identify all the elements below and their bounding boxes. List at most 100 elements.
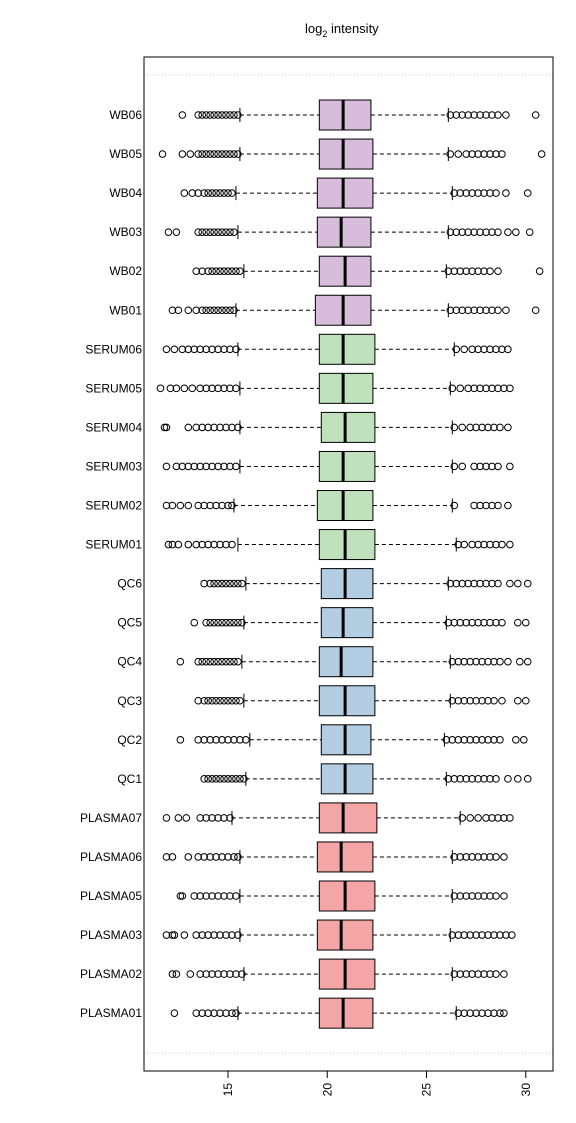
outlier-point: [216, 189, 224, 197]
outlier-point: [460, 736, 469, 744]
outlier-point: [230, 657, 238, 666]
outlier-point: [184, 462, 193, 471]
outlier-point: [470, 306, 478, 315]
outlier-point: [482, 306, 490, 315]
outlier-point: [232, 892, 240, 900]
outlier-point: [460, 345, 469, 354]
outlier-point: [212, 696, 220, 705]
outlier-point: [442, 736, 451, 744]
outlier-point: [514, 696, 522, 705]
outlier-point: [164, 540, 173, 549]
x-tick-label: 15: [221, 1083, 235, 1097]
outlier-point: [498, 618, 506, 627]
outlier-point: [206, 306, 214, 315]
outlier-point: [196, 462, 205, 471]
box-serum03: [162, 450, 514, 482]
outlier-point: [480, 345, 488, 354]
outlier-point: [218, 853, 226, 861]
outlier-point: [168, 853, 177, 861]
outlier-point: [230, 579, 238, 588]
outlier-point: [484, 736, 492, 744]
outlier-point: [486, 970, 494, 978]
outlier-point: [222, 150, 230, 158]
outlier-point: [222, 1009, 230, 1017]
outlier-point: [468, 267, 476, 276]
outlier-point: [220, 345, 228, 354]
outlier-point: [206, 618, 214, 627]
box-rect: [316, 919, 374, 951]
box-rect: [318, 646, 374, 678]
box-qc3: [194, 685, 530, 717]
outlier-point: [212, 267, 220, 276]
outlier-point: [176, 501, 185, 510]
outlier-point: [482, 501, 490, 510]
outlier-point: [208, 970, 216, 978]
outlier-point: [214, 579, 222, 588]
outlier-point: [480, 892, 488, 900]
category-label: QC4: [117, 655, 142, 669]
outlier-point: [192, 267, 201, 276]
outlier-point: [472, 423, 480, 432]
category-label: QC2: [117, 733, 142, 747]
outlier-point: [214, 345, 222, 354]
outlier-point: [162, 814, 171, 822]
box-wb06: [178, 99, 540, 131]
outlier-point: [492, 150, 500, 158]
outlier-point: [220, 892, 228, 900]
outlier-point: [174, 540, 183, 549]
outlier-point: [216, 931, 224, 939]
outlier-point: [194, 853, 203, 861]
outlier-point: [222, 579, 230, 588]
outlier-point: [208, 462, 216, 471]
outlier-point: [240, 775, 248, 783]
outlier-point: [210, 111, 218, 119]
outlier-point: [456, 970, 465, 978]
outlier-point: [206, 228, 214, 236]
outlier-point: [228, 696, 236, 705]
outlier-point: [206, 736, 214, 744]
outlier-point: [476, 306, 484, 315]
outlier-point: [168, 306, 177, 315]
outlier-point: [490, 736, 498, 744]
outlier-point: [492, 892, 500, 900]
outlier-point: [190, 892, 199, 900]
category-label: WB02: [109, 264, 142, 278]
outlier-point: [174, 814, 183, 822]
outlier-point: [450, 501, 459, 510]
outlier-point: [488, 306, 496, 315]
outlier-point: [176, 892, 185, 900]
outlier-point: [214, 462, 222, 471]
outlier-point: [190, 345, 199, 354]
outlier-point: [178, 345, 187, 354]
outlier-point: [466, 423, 474, 432]
outlier-point: [202, 111, 210, 119]
outlier-point: [202, 970, 210, 978]
outlier-point: [232, 462, 240, 471]
outlier-point: [514, 618, 522, 627]
outlier-point: [232, 775, 240, 783]
category-label: QC6: [117, 577, 142, 591]
outlier-point: [194, 501, 203, 510]
outlier-point: [232, 1009, 240, 1017]
outlier-point: [531, 306, 540, 315]
outlier-point: [488, 814, 496, 822]
category-label: SERUM01: [85, 538, 142, 552]
outlier-point: [226, 306, 234, 315]
outlier-point: [494, 462, 502, 471]
outlier-point: [162, 345, 171, 354]
box-group: [156, 99, 546, 1029]
outlier-point: [446, 150, 455, 158]
outlier-point: [466, 696, 474, 705]
outlier-point: [450, 462, 459, 471]
outlier-point: [228, 931, 236, 939]
outlier-point: [446, 111, 455, 119]
outlier-point: [234, 150, 242, 158]
box-plasma01: [170, 997, 508, 1029]
outlier-point: [178, 892, 187, 900]
outlier-point: [180, 384, 189, 393]
outlier-point: [468, 892, 476, 900]
outlier-point: [464, 111, 472, 119]
outlier-point: [504, 775, 512, 783]
outlier-point: [186, 150, 195, 158]
outlier-point: [196, 892, 205, 900]
